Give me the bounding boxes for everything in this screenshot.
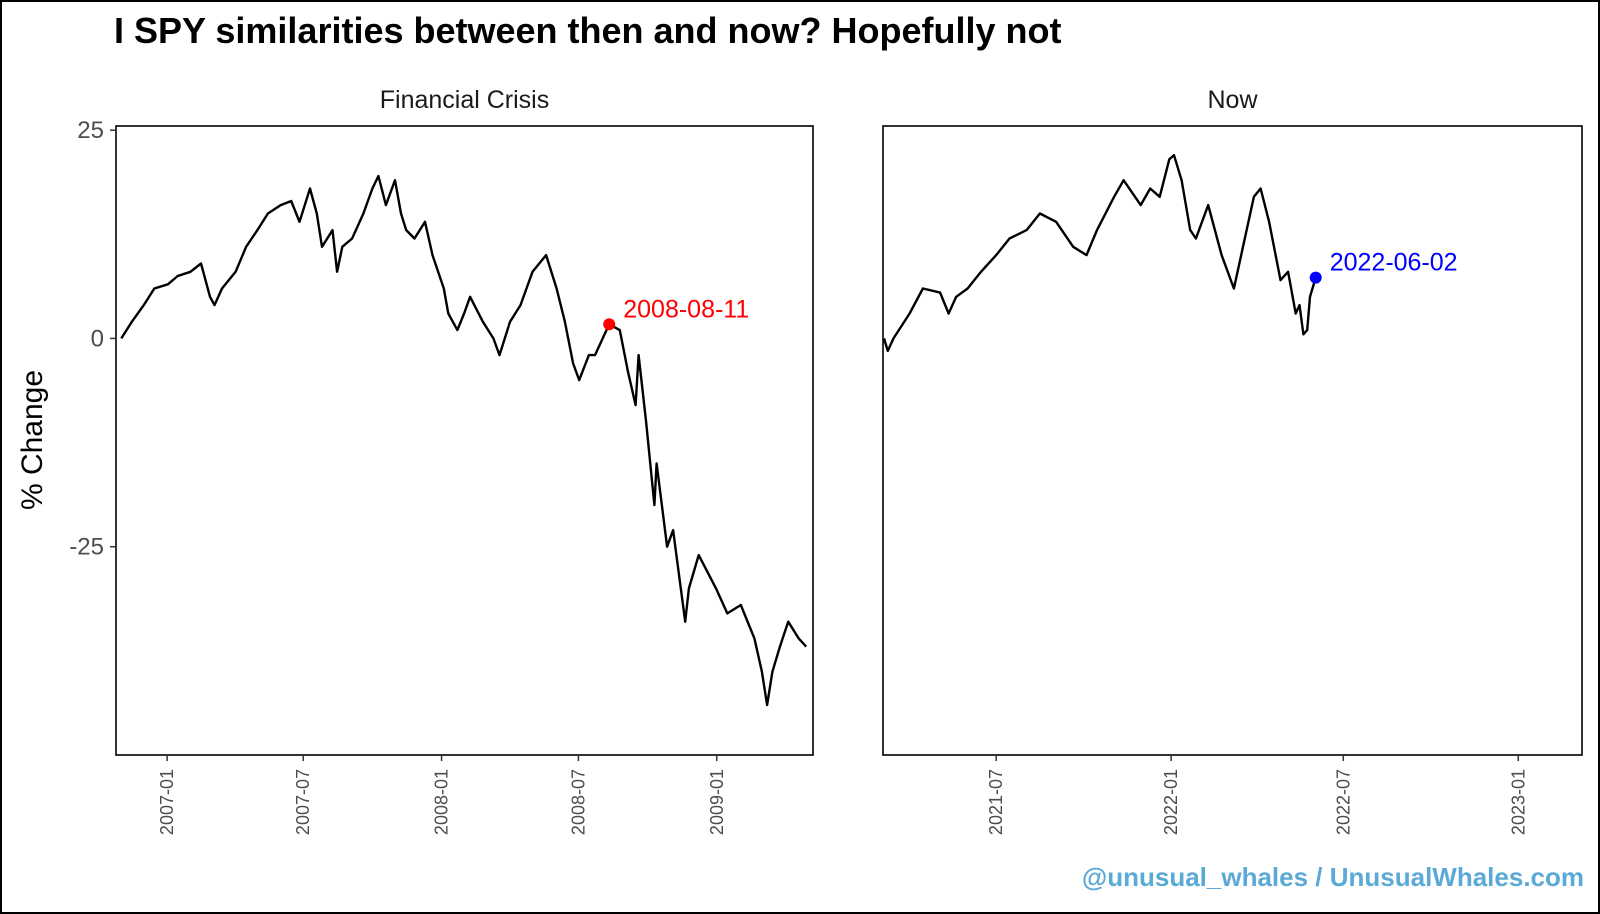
- y-tick-label: 25: [77, 117, 104, 144]
- panel-title: Now: [1207, 86, 1258, 114]
- x-tick-label: 2022-01: [1161, 769, 1181, 835]
- highlight-point: [603, 318, 616, 331]
- watermark: @unusual_whales / UnusualWhales.com: [1081, 862, 1584, 892]
- highlight-point: [1309, 271, 1322, 284]
- x-tick-label: 2023-01: [1508, 769, 1528, 835]
- panel-financial-crisis: Financial Crisis 25 0 -25 2007-01 2007-07 2008…: [69, 86, 814, 835]
- panel-border: [115, 125, 814, 756]
- x-tick-label: 2008-01: [432, 769, 452, 835]
- x-tick-label: 2022-07: [1333, 769, 1353, 835]
- panel-now: Now 2021-07 2022-01 2022-07 2023-01 2022-06-0…: [882, 86, 1583, 835]
- y-tick-label: -25: [69, 534, 104, 561]
- highlight-label: 2008-08-11: [623, 295, 749, 323]
- x-tick-label: 2009-01: [707, 769, 727, 835]
- x-tick-label: 2008-07: [568, 769, 588, 835]
- chart-title: I SPY similarities between then and now?…: [114, 10, 1062, 51]
- x-tick-label: 2021-07: [986, 769, 1006, 835]
- highlight-label: 2022-06-02: [1330, 249, 1458, 277]
- y-tick-label: 0: [91, 325, 104, 352]
- series-line: [120, 174, 808, 707]
- panel-border: [882, 125, 1583, 756]
- series-line: [882, 153, 1317, 353]
- panel-title: Financial Crisis: [380, 86, 549, 114]
- x-tick-label: 2007-07: [293, 769, 313, 835]
- y-axis-label: % Change: [16, 370, 49, 510]
- x-tick-label: 2007-01: [157, 769, 177, 835]
